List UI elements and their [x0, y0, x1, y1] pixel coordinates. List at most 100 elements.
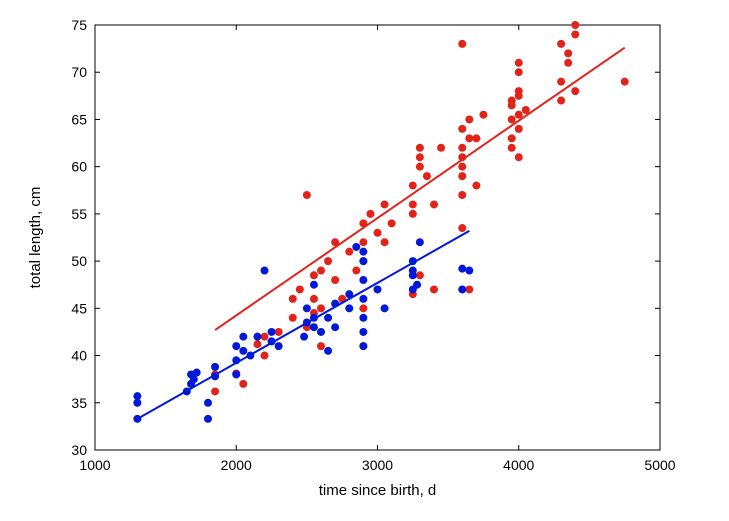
y-tick-label: 65	[71, 111, 87, 127]
data-point-red	[458, 224, 466, 232]
data-point-red	[564, 59, 572, 67]
data-point-red	[374, 229, 382, 237]
data-point-blue	[458, 265, 466, 273]
data-point-red	[359, 304, 367, 312]
data-point-red	[289, 314, 297, 322]
data-point-red	[458, 191, 466, 199]
data-point-blue	[193, 369, 201, 377]
data-point-red	[409, 182, 417, 190]
data-point-blue	[359, 328, 367, 336]
data-point-red	[352, 267, 360, 275]
data-point-red	[557, 97, 565, 105]
data-point-red	[437, 144, 445, 152]
data-point-blue	[204, 399, 212, 407]
data-point-red	[465, 285, 473, 293]
y-tick-label: 70	[71, 64, 87, 80]
data-point-red	[465, 115, 473, 123]
data-point-red	[472, 134, 480, 142]
data-point-blue	[261, 267, 269, 275]
data-point-blue	[345, 304, 353, 312]
data-point-red	[557, 40, 565, 48]
data-point-blue	[133, 392, 141, 400]
data-point-red	[508, 101, 516, 109]
data-point-red	[409, 210, 417, 218]
data-point-red	[571, 21, 579, 29]
y-axis-label: total length, cm	[27, 187, 44, 289]
data-point-blue	[413, 281, 421, 289]
data-point-blue	[324, 347, 332, 355]
data-point-red	[423, 172, 431, 180]
data-point-blue	[310, 323, 318, 331]
data-point-blue	[239, 347, 247, 355]
data-point-blue	[465, 267, 473, 275]
y-tick-label: 40	[71, 348, 87, 364]
data-point-blue	[359, 276, 367, 284]
data-point-red	[515, 125, 523, 133]
data-point-blue	[211, 363, 219, 371]
data-point-blue	[409, 267, 417, 275]
data-point-red	[359, 238, 367, 246]
data-point-red	[416, 153, 424, 161]
data-point-blue	[458, 285, 466, 293]
data-point-blue	[352, 243, 360, 251]
data-point-red	[515, 153, 523, 161]
data-point-red	[458, 172, 466, 180]
data-point-red	[430, 285, 438, 293]
data-point-red	[515, 111, 523, 119]
data-point-red	[310, 295, 318, 303]
data-point-red	[261, 333, 269, 341]
data-point-red	[388, 219, 396, 227]
data-point-red	[472, 182, 480, 190]
y-tick-label: 35	[71, 395, 87, 411]
data-point-red	[317, 342, 325, 350]
scatter-chart: 1000200030004000500030354045505560657075…	[0, 0, 729, 521]
data-point-red	[621, 78, 629, 86]
data-point-blue	[359, 342, 367, 350]
y-tick-label: 30	[71, 442, 87, 458]
data-point-blue	[381, 304, 389, 312]
data-point-red	[458, 144, 466, 152]
data-point-red	[381, 238, 389, 246]
data-point-red	[296, 285, 304, 293]
data-point-red	[571, 87, 579, 95]
data-point-red	[409, 200, 417, 208]
data-point-red	[275, 328, 283, 336]
data-point-red	[366, 210, 374, 218]
data-point-blue	[310, 281, 318, 289]
data-point-red	[289, 295, 297, 303]
x-tick-label: 2000	[221, 457, 252, 473]
data-point-red	[253, 340, 261, 348]
data-point-blue	[359, 295, 367, 303]
chart-svg: 1000200030004000500030354045505560657075…	[0, 0, 729, 521]
x-axis-label: time since birth, d	[319, 482, 437, 499]
data-point-blue	[232, 370, 240, 378]
data-point-red	[303, 191, 311, 199]
data-point-red	[515, 68, 523, 76]
data-point-red	[458, 125, 466, 133]
data-point-red	[508, 115, 516, 123]
data-point-red	[381, 200, 389, 208]
data-point-blue	[204, 415, 212, 423]
y-tick-label: 55	[71, 206, 87, 222]
data-point-red	[331, 276, 339, 284]
data-point-blue	[359, 248, 367, 256]
data-point-red	[564, 49, 572, 57]
x-tick-label: 4000	[503, 457, 534, 473]
y-tick-label: 45	[71, 300, 87, 316]
data-point-red	[508, 134, 516, 142]
data-point-red	[515, 92, 523, 100]
data-point-red	[239, 380, 247, 388]
data-point-blue	[275, 342, 283, 350]
data-point-red	[571, 30, 579, 38]
data-point-red	[261, 352, 269, 360]
data-point-red	[458, 163, 466, 171]
x-tick-label: 1000	[79, 457, 110, 473]
y-tick-label: 50	[71, 253, 87, 269]
data-point-red	[479, 111, 487, 119]
x-tick-label: 5000	[644, 457, 675, 473]
data-point-red	[557, 78, 565, 86]
data-point-red	[324, 257, 332, 265]
data-point-red	[310, 271, 318, 279]
data-point-blue	[359, 257, 367, 265]
data-point-red	[508, 144, 516, 152]
